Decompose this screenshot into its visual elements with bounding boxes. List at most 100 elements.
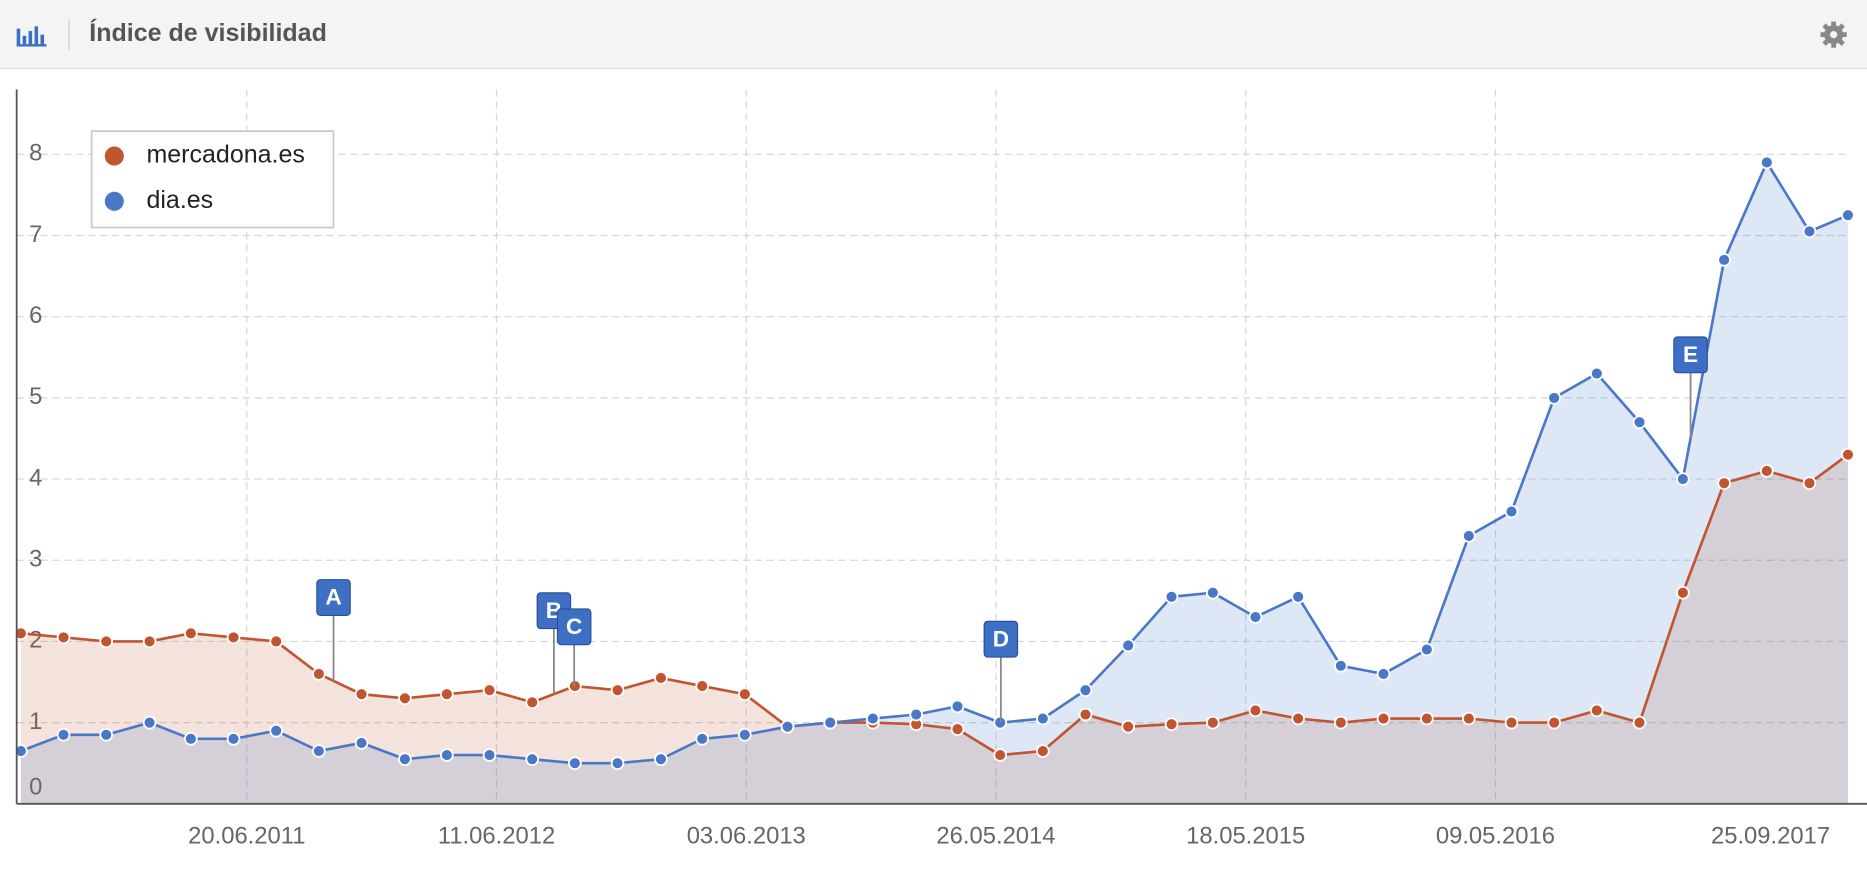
data-point	[1248, 703, 1263, 718]
annotation-flag	[983, 620, 1019, 658]
x-tick-label: 20.06.2011	[188, 822, 305, 849]
data-point	[1164, 717, 1179, 732]
data-point	[1632, 715, 1647, 730]
y-tick-label: 4	[29, 464, 42, 491]
x-tick-label: 18.05.2015	[1186, 822, 1305, 849]
data-point	[1121, 638, 1136, 653]
data-point	[654, 752, 668, 766]
data-point	[183, 732, 198, 746]
data-point	[1420, 642, 1434, 657]
data-point	[354, 736, 369, 750]
data-point	[269, 723, 284, 738]
x-tick-label: 11.06.2012	[438, 822, 555, 849]
data-point	[1802, 476, 1817, 490]
data-point	[99, 634, 114, 649]
data-point	[440, 748, 454, 762]
data-point	[1717, 476, 1731, 490]
plot: 01234567820.06.201111.06.201203.06.20132…	[14, 89, 1867, 849]
x-tick-label: 03.06.2013	[687, 822, 806, 849]
annotation-label: C	[566, 614, 582, 639]
data-point	[654, 671, 668, 685]
legend-box	[90, 130, 335, 229]
header	[0, 0, 1867, 68]
data-point	[1504, 504, 1519, 519]
data-point	[610, 756, 625, 771]
data-point	[1078, 707, 1093, 722]
area	[20, 454, 1848, 804]
legend-marker	[104, 146, 124, 166]
data-point	[610, 683, 625, 697]
data-point	[993, 748, 1008, 762]
data-point	[1841, 208, 1855, 223]
data-point	[1589, 366, 1604, 381]
data-point	[1676, 472, 1690, 486]
data-point	[1589, 703, 1604, 718]
data-point	[780, 719, 795, 734]
data-point	[1841, 447, 1855, 462]
data-point	[14, 744, 28, 758]
data-point	[398, 752, 412, 766]
annotation-label: A	[325, 585, 341, 610]
data-point	[1420, 711, 1434, 726]
series-line	[20, 453, 1849, 757]
annotation-flag	[1673, 336, 1708, 374]
data-point	[312, 744, 326, 758]
data-point	[482, 683, 497, 697]
data-point	[1248, 610, 1263, 624]
data-point	[142, 715, 157, 730]
data-point	[99, 727, 114, 742]
data-point	[1759, 155, 1774, 170]
data-point	[1333, 715, 1348, 730]
y-tick-label: 6	[29, 302, 42, 329]
data-point	[695, 732, 710, 746]
data-point	[1291, 589, 1305, 604]
data-point	[312, 667, 326, 681]
data-point	[1205, 715, 1220, 730]
data-point	[1461, 529, 1476, 543]
y-tick-label: 5	[29, 383, 42, 410]
data-point	[1547, 715, 1562, 730]
data-point	[1802, 224, 1817, 239]
data-point	[1504, 715, 1519, 730]
data-point	[1376, 667, 1391, 681]
x-tick-label: 26.05.2014	[936, 822, 1055, 849]
data-point	[354, 687, 369, 702]
data-point	[950, 722, 965, 736]
data-point	[1164, 589, 1179, 604]
series-line	[20, 159, 1849, 765]
data-point	[737, 727, 752, 742]
chart-icon	[16, 26, 47, 47]
data-point	[525, 695, 540, 710]
legend-label: dia.es	[146, 186, 213, 214]
data-point	[1035, 711, 1050, 726]
data-point	[183, 626, 198, 641]
data-point	[823, 715, 838, 730]
x-tick-label: 09.05.2016	[1436, 822, 1555, 849]
legend-label: mercadona.es	[146, 141, 304, 169]
data-point	[950, 699, 965, 714]
data-point	[1121, 719, 1136, 734]
data-point	[1078, 683, 1093, 697]
data-point	[142, 634, 157, 649]
data-point	[1759, 464, 1774, 478]
data-point	[1547, 391, 1562, 405]
annotation-flag	[316, 579, 351, 617]
data-point	[440, 687, 454, 702]
data-point	[1461, 711, 1476, 726]
y-tick-label: 8	[29, 140, 42, 167]
annotation-label: E	[1683, 342, 1698, 367]
x-tick-label: 25.09.2017	[1711, 822, 1830, 849]
data-point	[866, 711, 880, 726]
y-tick-label: 0	[29, 774, 42, 801]
data-point	[1676, 585, 1690, 600]
y-tick-label: 1	[29, 708, 42, 735]
data-point	[1376, 711, 1391, 726]
data-point	[1205, 585, 1220, 600]
data-point	[1035, 744, 1050, 758]
annotation-flag	[556, 608, 592, 646]
y-tick-label: 3	[29, 546, 42, 573]
settings-icon[interactable]	[1820, 21, 1847, 48]
page-title: Índice de visibilidad	[89, 18, 327, 47]
data-point	[568, 756, 582, 771]
